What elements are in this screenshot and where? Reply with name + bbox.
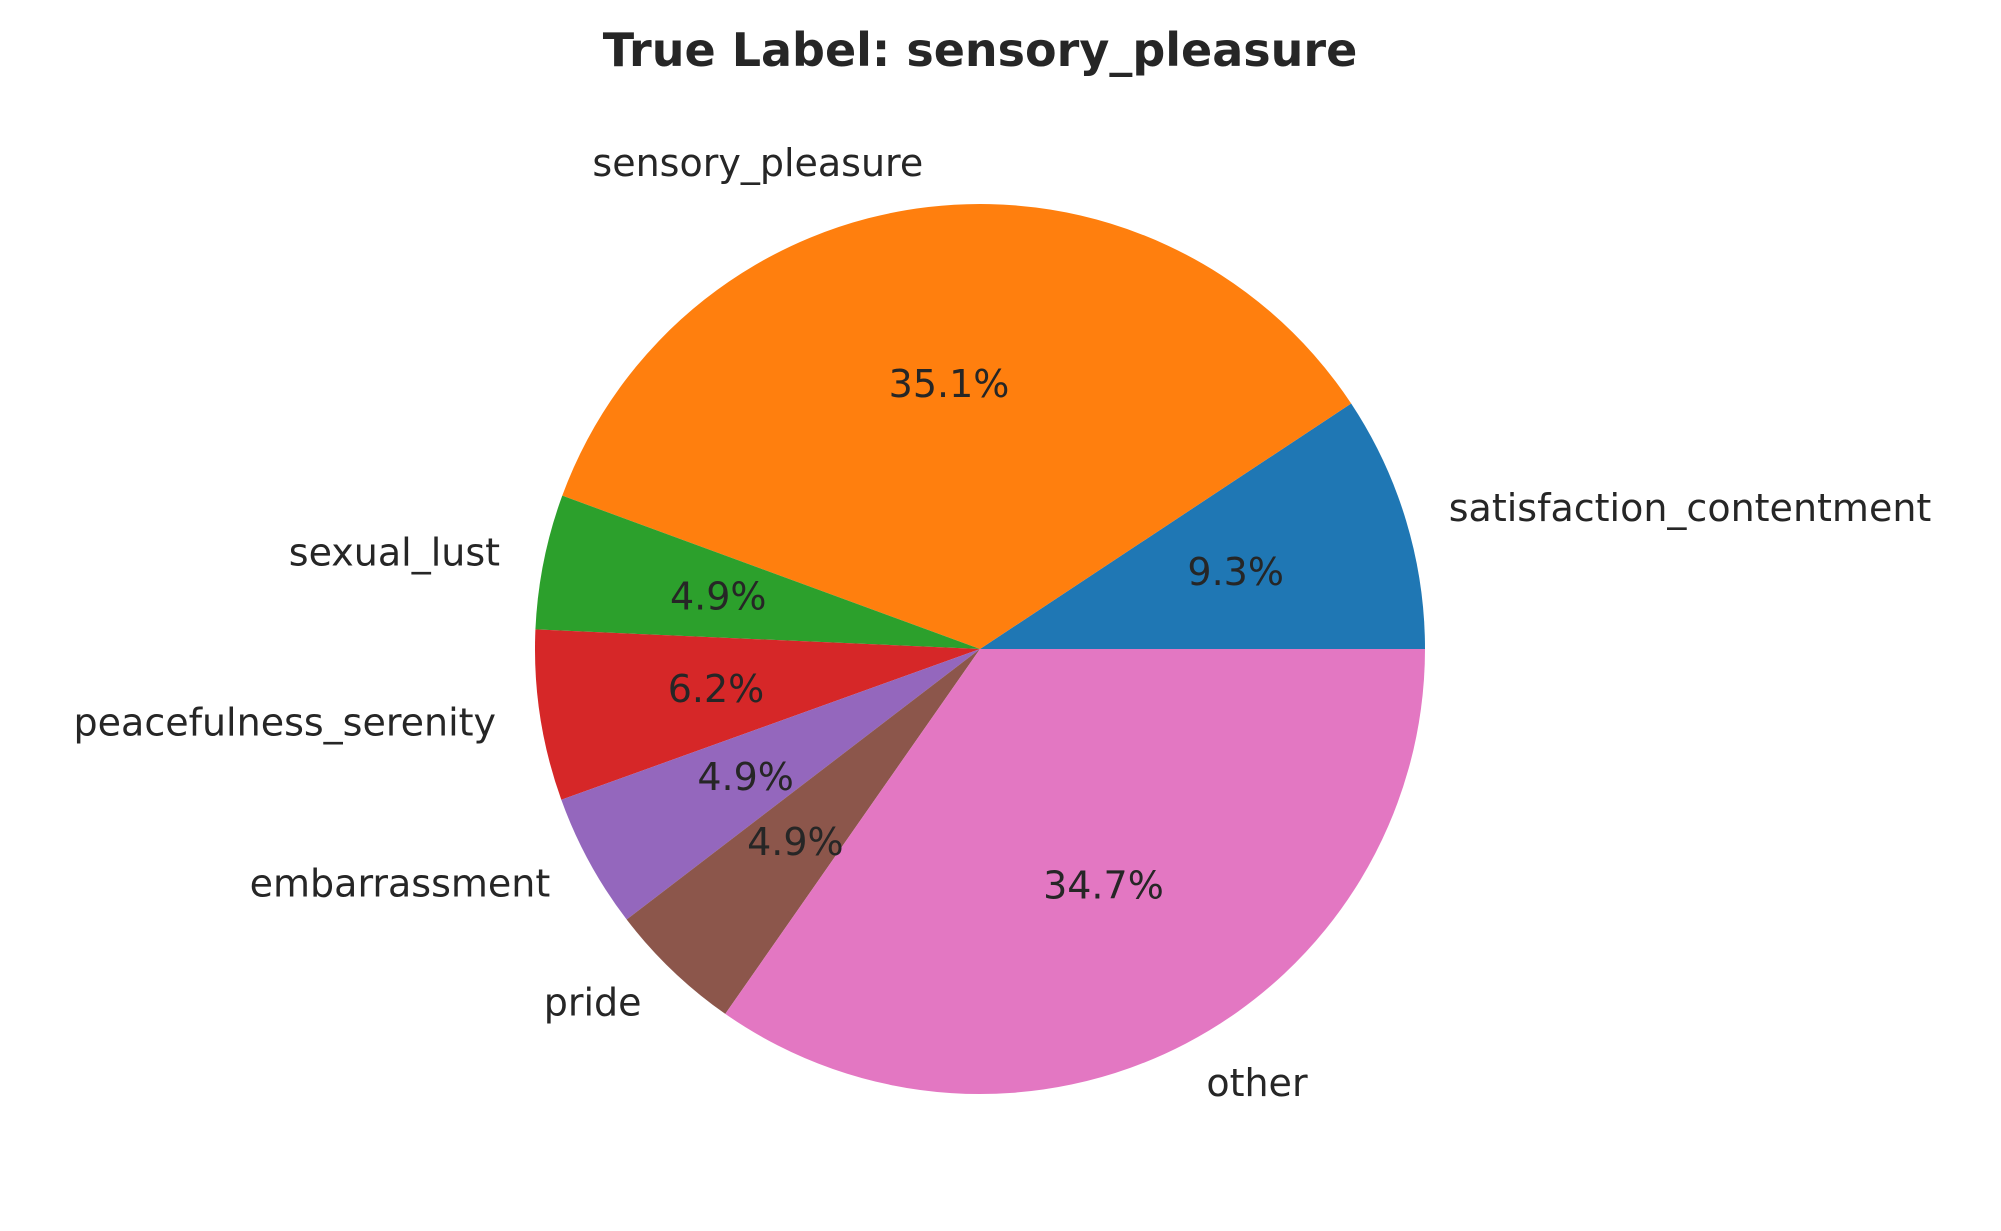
- pie-percent-labels: 9.3% 35.1% 4.9% 6.2% 4.9% 4.9% 34.7%: [668, 362, 1284, 908]
- pie-slice-peacefulness-serenity: [535, 629, 980, 800]
- pie-category-label-satisfaction-contentment: satisfaction_contentment: [1449, 486, 1932, 530]
- pie-category-label-sensory-pleasure: sensory_pleasure: [592, 141, 923, 185]
- pie-percent-label-pride: 4.9%: [747, 820, 844, 864]
- pie-slices: [535, 203, 1425, 1094]
- pie-percent-label-embarrassment: 4.9%: [697, 755, 794, 799]
- pie-percent-label-other: 34.7%: [1043, 864, 1164, 908]
- pie-slice-other: [725, 649, 1425, 1094]
- pie-category-label-peacefulness-serenity: peacefulness_serenity: [74, 701, 497, 745]
- pie-percent-label-satisfaction-contentment: 9.3%: [1187, 550, 1284, 594]
- pie-category-label-embarrassment: embarrassment: [250, 861, 551, 905]
- pie-percent-label-peacefulness-serenity: 6.2%: [668, 667, 765, 711]
- pie-slice-pride: [626, 649, 980, 1014]
- chart-title: True Label: sensory_pleasure: [603, 23, 1358, 77]
- pie-slice-sensory-pleasure: [562, 203, 1352, 649]
- pie-slice-embarrassment: [561, 649, 980, 920]
- pie-slice-satisfaction-contentment: [980, 403, 1425, 649]
- pie-percent-label-sensory-pleasure: 35.1%: [889, 362, 1010, 406]
- pie-category-label-pride: pride: [544, 981, 642, 1025]
- pie-category-label-sexual-lust: sexual_lust: [289, 531, 500, 575]
- pie-slice-sexual-lust: [535, 495, 980, 649]
- pie-category-labels: satisfaction_contentment sensory_pleasure…: [74, 141, 1932, 1105]
- pie-percent-label-sexual-lust: 4.9%: [670, 574, 767, 618]
- pie-category-label-other: other: [1206, 1061, 1308, 1105]
